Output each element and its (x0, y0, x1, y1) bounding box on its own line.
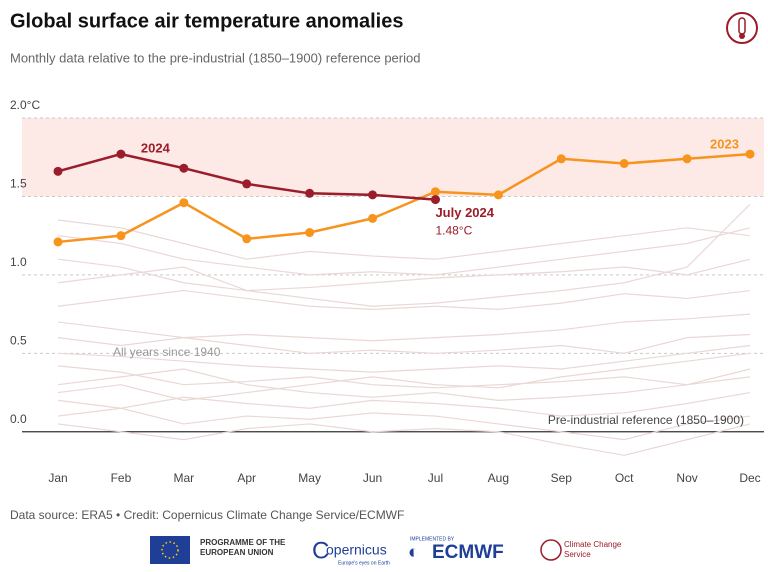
background-line (57, 423, 751, 456)
c3s-icon (726, 12, 758, 44)
c3s-text: Climate Change Service (564, 540, 622, 559)
x-tick-label: May (298, 471, 321, 485)
implemented: IMPLEMENTED BY (410, 536, 455, 542)
x-tick-label: Jul (428, 471, 443, 485)
point (368, 190, 378, 200)
background-line (57, 333, 751, 354)
copernicus-c: C (312, 537, 329, 564)
point (430, 187, 440, 197)
point (179, 163, 189, 173)
background-line (57, 344, 751, 373)
background-line (57, 227, 751, 276)
chart-subtitle: Monthly data relative to the pre-industr… (10, 50, 420, 65)
point (493, 190, 503, 200)
point (116, 149, 126, 159)
background-line (57, 258, 751, 292)
eu-flag (150, 536, 190, 564)
background-line (57, 219, 751, 260)
y-tick-label: 2.0°C (10, 98, 40, 112)
point (368, 213, 378, 223)
annotation: July 2024 (435, 205, 494, 220)
logos: PROGRAMME OF THE EUROPEAN UNION C operni… (150, 536, 622, 566)
y-tick-label: 0.5 (10, 333, 27, 347)
point (305, 188, 315, 198)
copernicus: opernicus (326, 542, 387, 558)
series-label: 2024 (141, 141, 171, 156)
point (179, 198, 189, 208)
background-line (57, 407, 751, 441)
x-tick-label: Sep (551, 471, 573, 485)
point (53, 166, 63, 176)
y-tick-label: 1.5 (10, 177, 27, 191)
y-tick-label: 0.0 (10, 412, 27, 426)
x-tick-label: Oct (615, 471, 634, 485)
background-line (57, 368, 751, 401)
background-line (57, 352, 751, 401)
background-line (57, 391, 751, 417)
eu-text: PROGRAMME OF THE EUROPEAN UNION (200, 538, 286, 557)
point (619, 158, 629, 168)
chart-title: Global surface air temperature anomalies (10, 10, 404, 32)
x-tick-label: Apr (237, 471, 256, 485)
point (430, 195, 440, 205)
point (556, 154, 566, 164)
point (305, 228, 315, 238)
point (53, 237, 63, 247)
point (745, 149, 755, 159)
point (682, 154, 692, 164)
copernicus-tag: Europe's eyes on Earth (338, 560, 390, 566)
point (116, 231, 126, 241)
background-line (57, 365, 751, 389)
background-line (57, 313, 751, 342)
series-line (57, 152, 751, 244)
x-tick-label: Aug (488, 471, 509, 485)
x-tick-label: Mar (173, 471, 194, 485)
source: Data source: ERA5 • Credit: Copernicus C… (10, 508, 404, 522)
ecmwf: ECMWF (432, 542, 504, 563)
y-tick-label: 1.0 (10, 255, 27, 269)
x-tick-label: Feb (111, 471, 132, 485)
ecmwf-mark: ◐ (408, 542, 419, 563)
background-label: All years since 1940 (113, 345, 221, 359)
x-tick-label: Dec (739, 471, 760, 485)
series-label: 2023 (710, 137, 739, 152)
x-tick-label: Jun (363, 471, 382, 485)
x-tick-label: Nov (676, 471, 697, 485)
threshold-band (22, 118, 764, 197)
background-line (57, 289, 751, 310)
x-tick-label: Jan (48, 471, 67, 485)
background-line (57, 203, 751, 307)
reference-label: Pre-industrial reference (1850–1900) (548, 413, 744, 427)
point (242, 234, 252, 244)
annotation: 1.48°C (435, 224, 472, 238)
point (242, 179, 252, 189)
